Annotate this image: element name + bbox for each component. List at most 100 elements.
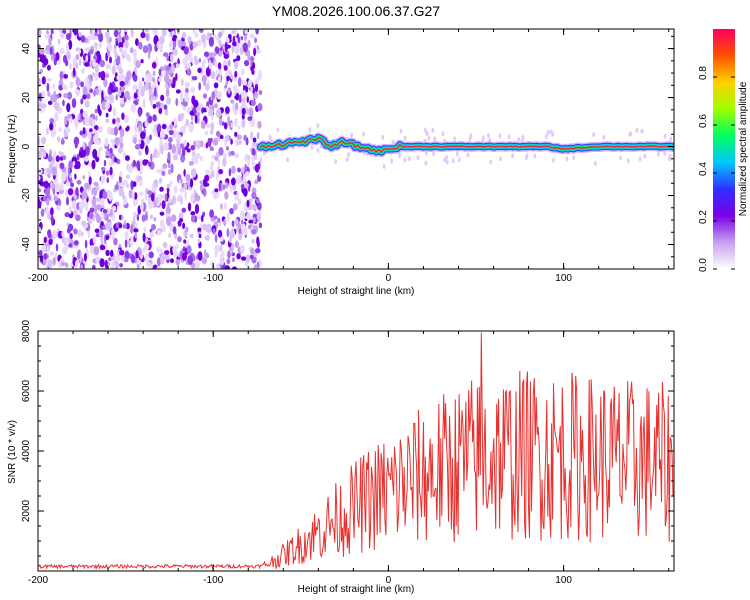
noise-speckle [46, 245, 50, 256]
noise-speckle [46, 64, 51, 71]
noise-speckle [197, 251, 203, 261]
noise-speckle [82, 175, 86, 180]
noise-speckle [209, 172, 213, 179]
noise-speckle [130, 29, 134, 38]
noise-speckle [80, 264, 84, 269]
noise-speckle [161, 123, 167, 130]
noise-speckle [75, 54, 80, 60]
noise-speckle [135, 250, 139, 259]
noise-speckle [172, 226, 177, 235]
noise-speckle [232, 266, 237, 269]
noise-speckle [217, 62, 222, 70]
noise-speckle [133, 197, 138, 207]
noise-speckle [91, 197, 96, 207]
colorbar-tick-label: 0.2 [698, 210, 709, 224]
noise-speckle [168, 137, 173, 143]
noise-speckle [234, 102, 239, 111]
noise-speckle [47, 100, 53, 106]
noise-speckle [254, 91, 258, 98]
noise-speckle [158, 107, 163, 115]
noise-speckle [105, 73, 110, 79]
noise-speckle [51, 94, 58, 103]
noise-speckle [246, 96, 249, 103]
noise-speckle [72, 161, 76, 166]
noise-speckle [133, 92, 138, 99]
noise-speckle [170, 214, 177, 222]
noise-speckle [47, 77, 52, 83]
noise-speckle [160, 254, 165, 265]
noise-speckle [145, 73, 151, 83]
noise-speckle [212, 194, 219, 199]
noise-speckle [44, 33, 50, 39]
noise-speckle [75, 62, 79, 69]
noise-speckle [56, 205, 61, 211]
noise-speckle [41, 103, 47, 109]
noise-speckle [100, 167, 106, 171]
noise-speckle [214, 103, 218, 109]
noise-speckle [619, 155, 623, 161]
noise-speckle [204, 131, 209, 136]
noise-speckle [156, 150, 161, 158]
noise-speckle [158, 68, 162, 77]
noise-speckle [101, 90, 104, 101]
noise-speckle [129, 239, 133, 247]
noise-speckle [347, 152, 350, 157]
noise-speckle [251, 148, 256, 157]
noise-speckle [97, 150, 101, 158]
noise-speckle [68, 243, 73, 248]
noise-speckle [119, 142, 124, 149]
noise-speckle [211, 91, 215, 101]
noise-speckle [219, 244, 223, 252]
noise-speckle [55, 243, 59, 252]
noise-speckle [175, 243, 179, 250]
noise-speckle [222, 184, 226, 190]
noise-speckle [202, 107, 208, 113]
noise-speckle [160, 145, 164, 155]
noise-speckle [130, 224, 133, 234]
noise-speckle [198, 58, 202, 63]
noise-speckle [38, 150, 43, 159]
noise-speckle [132, 84, 136, 90]
noise-speckle [565, 156, 569, 162]
noise-speckle [120, 85, 125, 93]
noise-speckle [126, 183, 129, 188]
noise-speckle-layer [38, 29, 673, 269]
y-tick-label: 20 [21, 92, 32, 104]
noise-speckle [42, 259, 47, 265]
noise-speckle [65, 43, 70, 52]
noise-speckle [231, 45, 235, 54]
y-tick-label: -40 [21, 237, 32, 252]
noise-speckle [124, 79, 128, 86]
noise-speckle [40, 136, 47, 145]
noise-speckle [248, 107, 254, 117]
noise-speckle [95, 197, 101, 203]
noise-speckle [235, 240, 239, 249]
noise-speckle [138, 80, 143, 91]
noise-speckle [235, 89, 240, 95]
noise-speckle [159, 211, 165, 216]
noise-speckle [202, 93, 208, 99]
noise-speckle [76, 153, 80, 161]
noise-speckle [232, 203, 238, 211]
noise-speckle [46, 127, 49, 135]
noise-speckle [190, 211, 196, 216]
noise-speckle [38, 226, 42, 233]
noise-speckle [63, 74, 68, 79]
noise-speckle [108, 257, 112, 262]
noise-speckle [132, 216, 136, 226]
noise-speckle [142, 232, 146, 243]
noise-speckle [187, 255, 193, 266]
noise-speckle [39, 68, 43, 74]
noise-speckle [138, 42, 143, 50]
noise-speckle [197, 67, 202, 74]
noise-speckle [191, 156, 197, 162]
noise-speckle [258, 70, 262, 78]
noise-speckle [254, 248, 261, 254]
noise-speckle [231, 165, 236, 174]
noise-speckle [93, 90, 96, 97]
noise-speckle [92, 35, 99, 41]
noise-speckle [234, 218, 239, 225]
noise-speckle [153, 148, 158, 156]
noise-speckle [73, 136, 80, 146]
